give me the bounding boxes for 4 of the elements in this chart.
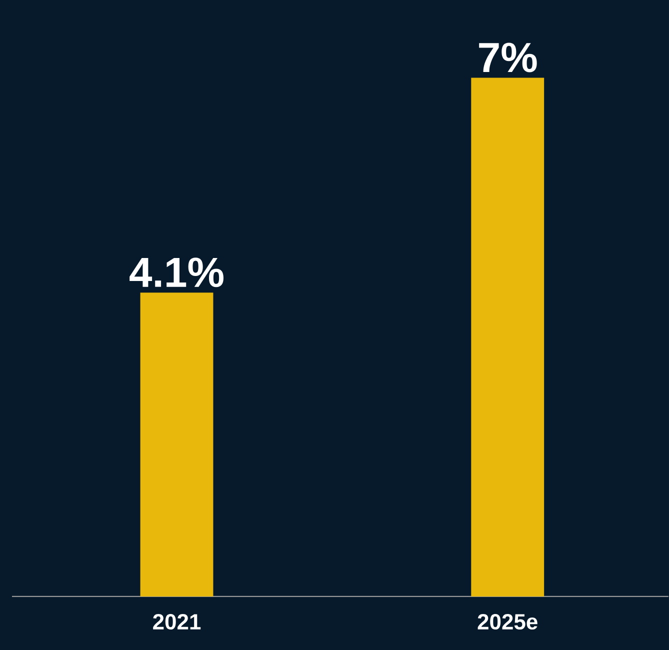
x-tick-label: 2025e — [478, 614, 538, 630]
data-label: 4.1% — [130, 257, 224, 287]
data-label: 7% — [479, 42, 537, 72]
x-tick-label: 2021 — [153, 614, 201, 630]
